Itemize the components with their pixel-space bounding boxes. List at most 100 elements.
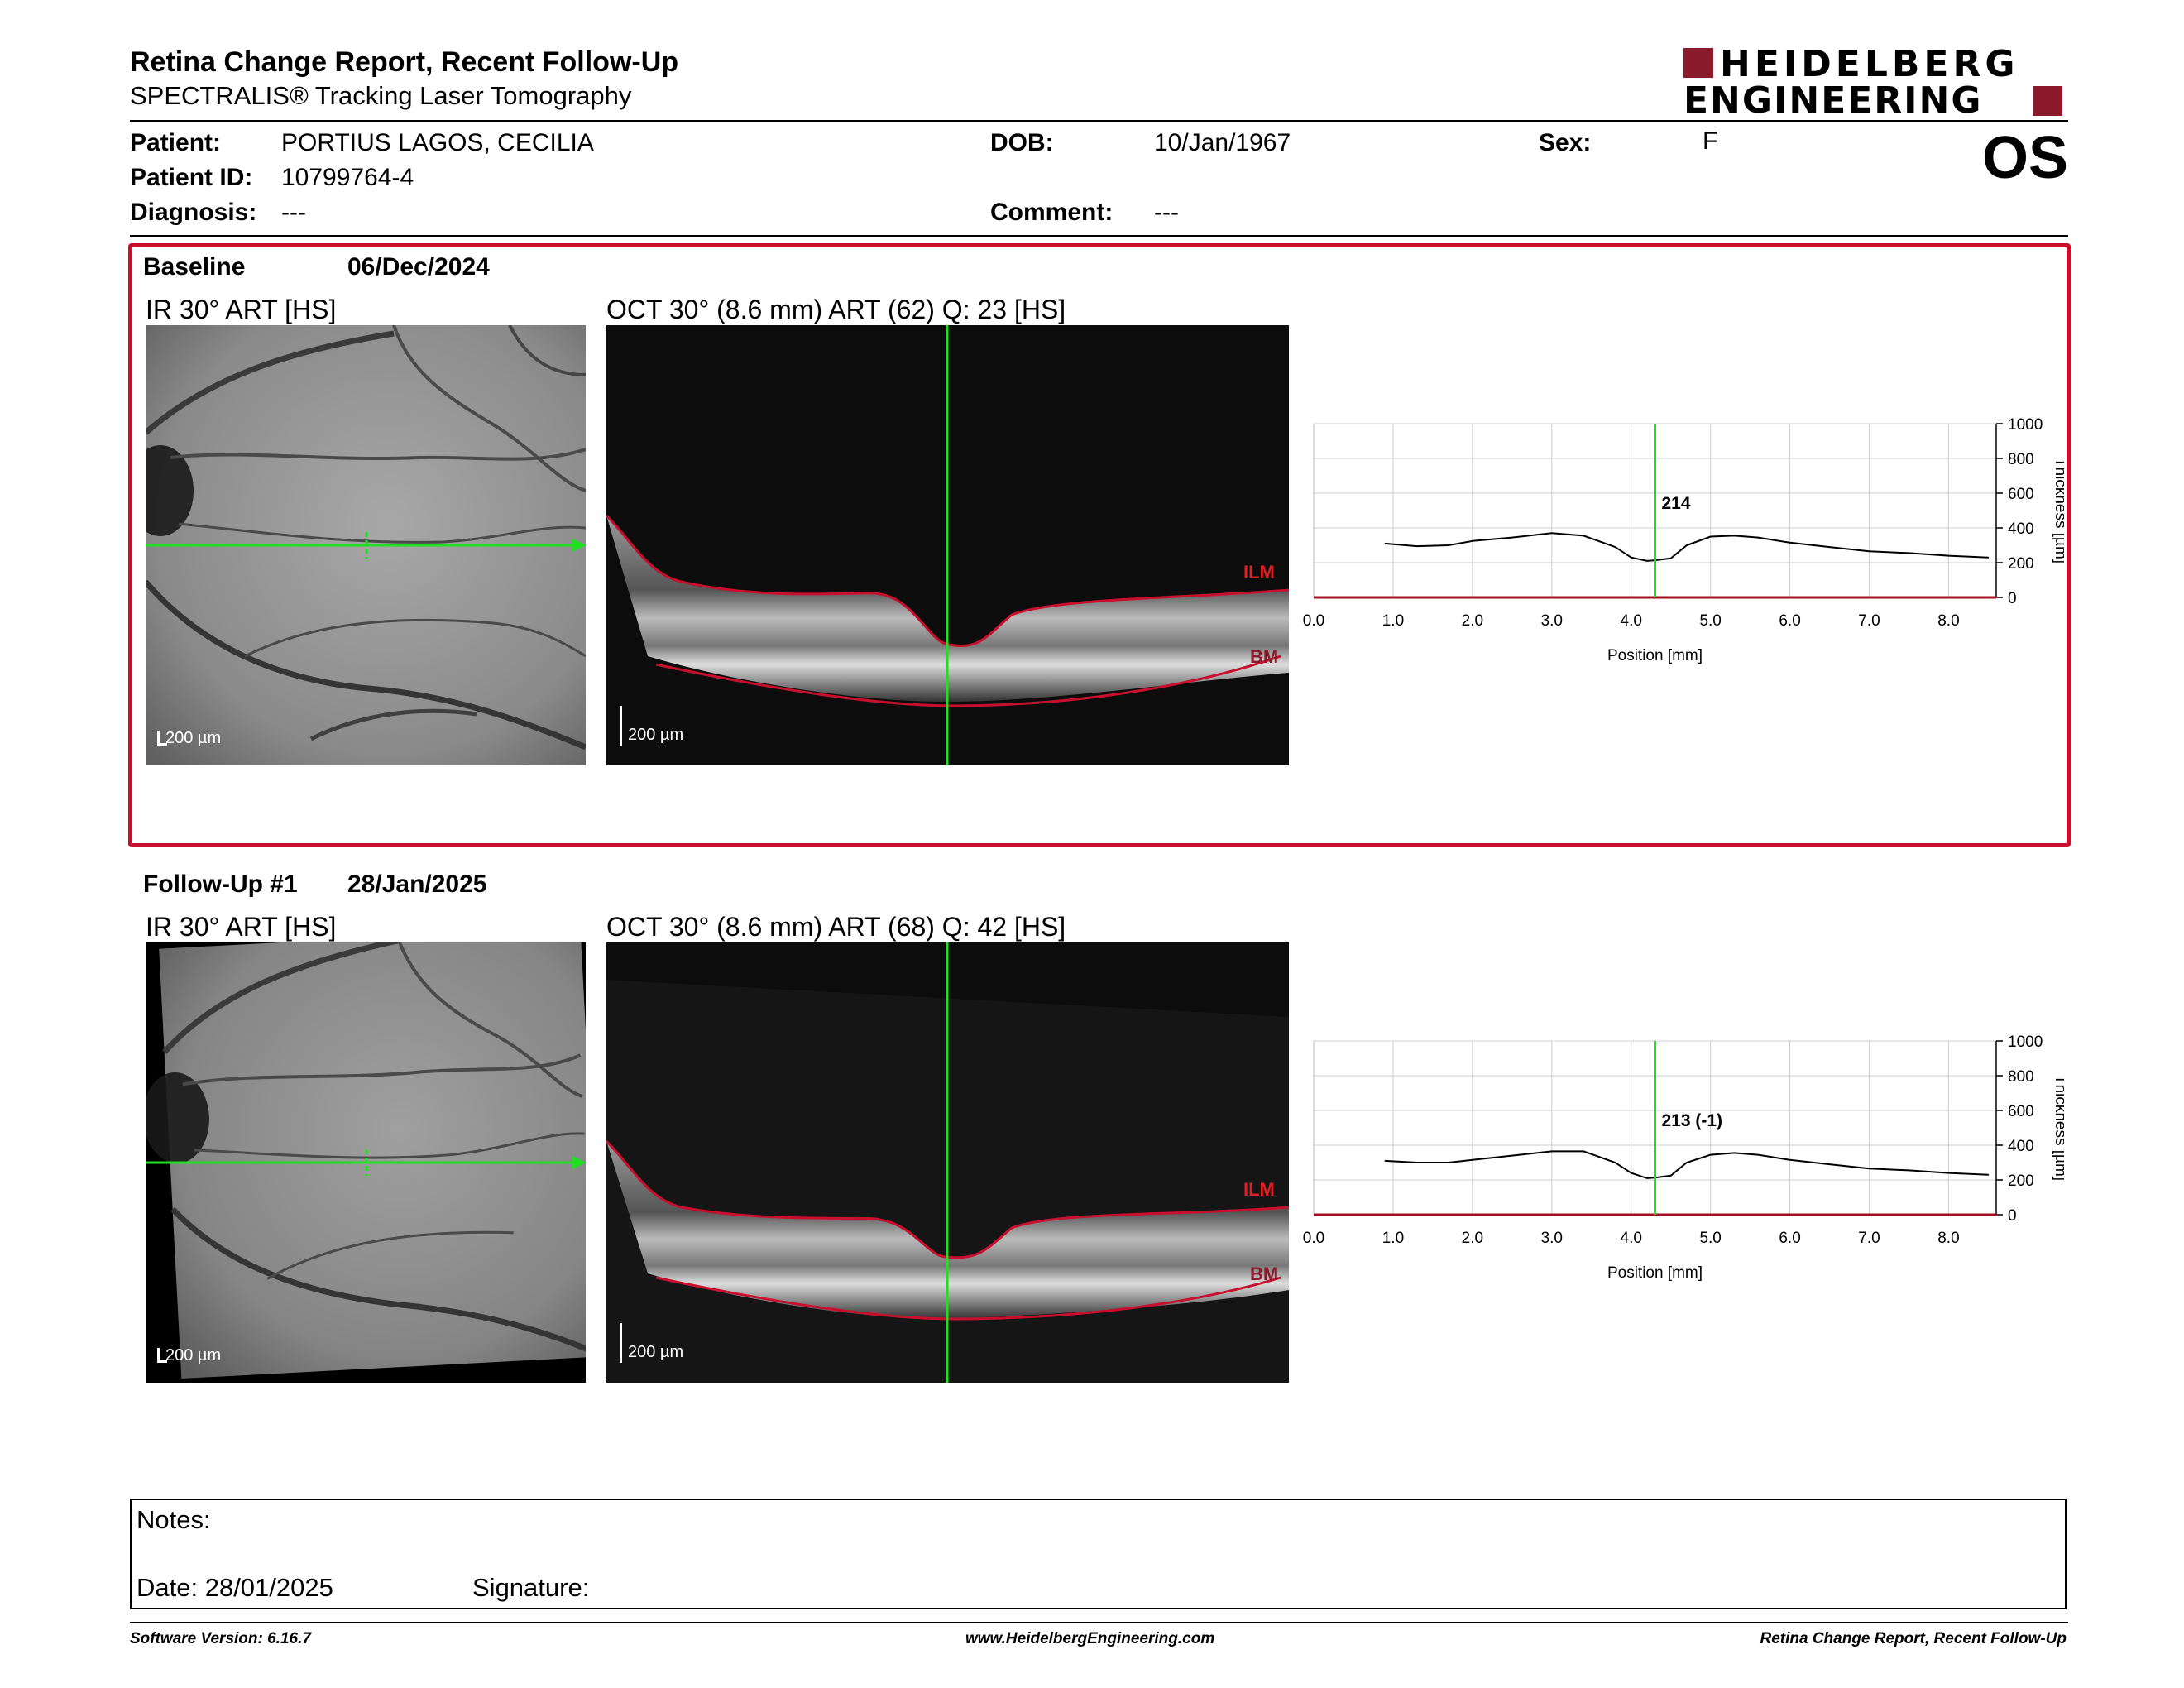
data-point xyxy=(1630,1172,1632,1174)
data-point xyxy=(1415,545,1418,547)
data-point xyxy=(1757,536,1760,539)
data-point xyxy=(1550,532,1553,535)
scale-bar-v xyxy=(620,1323,622,1363)
data-point xyxy=(1646,560,1648,562)
eye-indicator: OS xyxy=(1981,125,2068,191)
logo-text-2: ENGINEERING xyxy=(1684,79,1983,122)
oct-bscan-image-followup[interactable]: ILM BM 200 µm xyxy=(606,942,1289,1383)
footer-website[interactable]: www.HeidelbergEngineering.com xyxy=(965,1630,1215,1647)
data-point xyxy=(1733,535,1736,537)
y-axis-label: Thickness [µm] xyxy=(2052,1075,2064,1181)
ir-fundus-graphic xyxy=(146,325,586,765)
notes-label: Notes: xyxy=(136,1505,211,1534)
ir-label-baseline: IR 30° ART [HS] xyxy=(146,295,337,324)
x-tick-label: 0.0 xyxy=(1303,1230,1324,1247)
y-axis-label: Thickness [µm] xyxy=(2052,458,2064,563)
data-point xyxy=(1947,554,1950,557)
x-tick-label: 1.0 xyxy=(1382,612,1404,630)
scale-bar-v xyxy=(157,1348,160,1363)
data-point xyxy=(1908,552,1910,554)
oct-scale-label-baseline: 200 µm xyxy=(628,726,684,744)
oct-bscan-image-baseline[interactable]: ILM BM 200 µm xyxy=(606,325,1289,765)
bm-label-baseline: BM xyxy=(1250,646,1279,667)
report-title: Retina Change Report, Recent Follow-Up xyxy=(130,46,679,78)
ir-fundus-graphic xyxy=(146,942,586,1379)
x-tick-label: 5.0 xyxy=(1699,612,1721,630)
patient-name: PORTIUS LAGOS, CECILIA xyxy=(281,129,594,156)
ilm-line-followup xyxy=(606,1139,1289,1259)
ir-scale-label-baseline: 200 µm xyxy=(165,729,222,747)
data-point xyxy=(1828,1163,1831,1165)
footer-software-version: Software Version: 6.16.7 xyxy=(130,1630,311,1647)
ilm-label-followup: ILM xyxy=(1243,1179,1275,1200)
ir-fundus-image-baseline[interactable]: 200 µm xyxy=(146,325,586,765)
ir-fundus-image-followup[interactable]: 200 µm xyxy=(146,942,586,1383)
dob-value: 10/Jan/1967 xyxy=(1154,129,1291,156)
data-point xyxy=(1987,556,1990,559)
x-tick-label: 3.0 xyxy=(1541,1230,1563,1247)
data-point xyxy=(1868,550,1870,553)
logo-text-1: HEIDELBERG xyxy=(1720,43,2019,85)
signature-label: Signature: xyxy=(472,1573,590,1602)
data-point xyxy=(1709,535,1712,538)
x-tick-label: 7.0 xyxy=(1858,1230,1880,1247)
x-tick-label: 0.0 xyxy=(1303,612,1324,630)
data-point xyxy=(1511,536,1513,539)
patient-divider xyxy=(130,235,2068,237)
comment-label: Comment: xyxy=(990,199,1114,226)
y-tick-label: 1000 xyxy=(2008,416,2043,434)
x-axis-label: Position [mm] xyxy=(1607,647,1703,664)
notes-date: Date: 28/01/2025 xyxy=(136,1573,333,1602)
thickness-chart-baseline: 0 200 400 600 800 1000 0.0 1.0 2.0 3.0 4.0 5.0 6.0 7.… xyxy=(1303,416,2064,664)
data-point xyxy=(1583,535,1584,537)
data-point xyxy=(1947,1172,1950,1174)
report-subtitle: SPECTRALIS® Tracking Laser Tomography xyxy=(130,81,632,110)
x-tick-label: 1.0 xyxy=(1382,1230,1404,1247)
oct-bscan-graphic xyxy=(606,325,1289,765)
y-tick-label: 1000 xyxy=(2008,1033,2043,1051)
y-tick-label: 400 xyxy=(2008,520,2034,538)
x-tick-label: 6.0 xyxy=(1779,1230,1800,1247)
x-tick-label: 5.0 xyxy=(1699,1230,1721,1247)
header-divider xyxy=(130,120,2068,122)
footer-report-name: Retina Change Report, Recent Follow-Up xyxy=(1760,1630,2067,1647)
logo-square-bottom xyxy=(2033,86,2062,116)
ilm-label-baseline: ILM xyxy=(1243,562,1275,583)
oct-bscan-graphic xyxy=(606,942,1289,1383)
scale-bar-h xyxy=(157,743,167,746)
data-point xyxy=(1448,544,1449,546)
x-tick-label: 8.0 xyxy=(1937,1230,1959,1247)
exam-date-followup: 28/Jan/2025 xyxy=(347,870,487,898)
data-point xyxy=(1614,1162,1616,1163)
x-tick-label: 4.0 xyxy=(1621,1230,1642,1247)
logo-square-top xyxy=(1684,48,1713,78)
y-tick-label: 600 xyxy=(2008,1103,2034,1120)
data-point xyxy=(1384,543,1387,544)
x-tick-label: 6.0 xyxy=(1779,612,1800,630)
data-point xyxy=(1583,1150,1584,1153)
data-point xyxy=(1415,1162,1418,1163)
y-tick-label: 0 xyxy=(2008,590,2017,607)
data-point xyxy=(1828,546,1831,548)
diagnosis-label: Diagnosis: xyxy=(130,199,257,226)
diagnosis-value: --- xyxy=(281,199,306,226)
data-point xyxy=(1472,1159,1473,1161)
data-point xyxy=(1472,539,1473,542)
x-tick-label: 3.0 xyxy=(1541,612,1563,630)
notes-box[interactable]: Notes: Date: 28/01/2025 Signature: xyxy=(130,1499,2067,1609)
data-point xyxy=(1868,1168,1870,1170)
data-point xyxy=(1733,1152,1736,1154)
data-point xyxy=(1511,1154,1513,1157)
baseline-panel xyxy=(128,243,2071,847)
y-tick-label: 200 xyxy=(2008,555,2034,573)
data-point xyxy=(1757,1153,1760,1156)
data-point xyxy=(1669,557,1672,559)
x-axis-label: Position [mm] xyxy=(1607,1264,1703,1282)
x-tick-label: 8.0 xyxy=(1937,612,1959,630)
bm-label-followup: BM xyxy=(1250,1264,1279,1284)
data-point xyxy=(1669,1174,1672,1177)
oct-label-baseline: OCT 30° (8.6 mm) ART (62) Q: 23 [HS] xyxy=(606,295,1066,324)
scale-bar-h xyxy=(157,1360,167,1363)
data-point xyxy=(1448,1162,1449,1163)
data-point xyxy=(1384,1160,1387,1162)
